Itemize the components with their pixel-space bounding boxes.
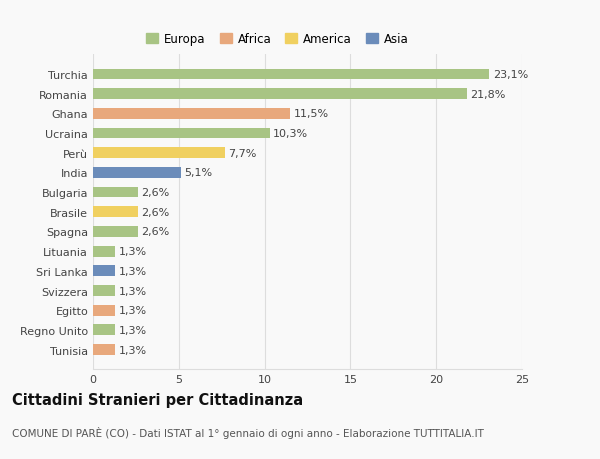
Bar	[93, 129, 270, 139]
Text: 23,1%: 23,1%	[493, 70, 528, 80]
Bar	[93, 266, 115, 277]
Bar	[93, 168, 181, 179]
Text: 21,8%: 21,8%	[470, 90, 506, 100]
Text: COMUNE DI PARÈ (CO) - Dati ISTAT al 1° gennaio di ogni anno - Elaborazione TUTTI: COMUNE DI PARÈ (CO) - Dati ISTAT al 1° g…	[12, 426, 484, 438]
Text: 7,7%: 7,7%	[229, 148, 257, 158]
Text: 2,6%: 2,6%	[141, 207, 169, 217]
Legend: Europa, Africa, America, Asia: Europa, Africa, America, Asia	[146, 33, 409, 46]
Text: 1,3%: 1,3%	[119, 306, 147, 315]
Text: 2,6%: 2,6%	[141, 188, 169, 198]
Text: Cittadini Stranieri per Cittadinanza: Cittadini Stranieri per Cittadinanza	[12, 392, 303, 408]
Bar	[93, 285, 115, 296]
Text: 5,1%: 5,1%	[184, 168, 212, 178]
Text: 2,6%: 2,6%	[141, 227, 169, 237]
Bar	[93, 187, 137, 198]
Text: 1,3%: 1,3%	[119, 246, 147, 257]
Bar	[93, 325, 115, 336]
Bar	[93, 69, 490, 80]
Bar	[93, 246, 115, 257]
Bar	[93, 344, 115, 355]
Text: 10,3%: 10,3%	[273, 129, 308, 139]
Bar	[93, 89, 467, 100]
Bar	[93, 148, 225, 159]
Bar	[93, 305, 115, 316]
Text: 1,3%: 1,3%	[119, 325, 147, 335]
Bar	[93, 227, 137, 237]
Text: 1,3%: 1,3%	[119, 345, 147, 355]
Text: 1,3%: 1,3%	[119, 266, 147, 276]
Bar	[93, 207, 137, 218]
Bar	[93, 109, 290, 119]
Text: 11,5%: 11,5%	[294, 109, 329, 119]
Text: 1,3%: 1,3%	[119, 286, 147, 296]
